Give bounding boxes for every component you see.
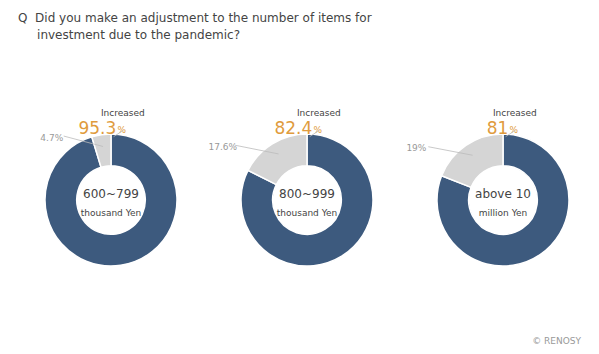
svg-text:82.4: 82.4: [274, 118, 312, 138]
svg-text:Increased: Increased: [297, 108, 341, 119]
svg-text:thousand Yen: thousand Yen: [277, 208, 337, 218]
svg-text:4.7%: 4.7%: [40, 133, 63, 143]
svg-text:600~799: 600~799: [83, 187, 139, 201]
svg-text:17.6%: 17.6%: [209, 142, 238, 152]
svg-text:19%: 19%: [406, 143, 426, 153]
html-text:investment due to the pandemic: investment due to the pandemic?: [18, 28, 240, 42]
svg-text:Increased: Increased: [493, 108, 537, 119]
svg-text:81: 81: [487, 118, 509, 138]
svg-text:Increased: Increased: [101, 108, 145, 119]
svg-text:95.3: 95.3: [78, 118, 116, 138]
html-text:Q Did you make an adjustment t: Q Did you make an adjustment to the numb…: [18, 11, 372, 25]
html-text:© RENOSY: © RENOSY: [532, 336, 581, 346]
svg-text:thousand Yen: thousand Yen: [81, 208, 141, 218]
svg-text:above 10: above 10: [475, 187, 531, 201]
svg-text:800~999: 800~999: [279, 187, 335, 201]
svg-text:million Yen: million Yen: [479, 208, 527, 218]
